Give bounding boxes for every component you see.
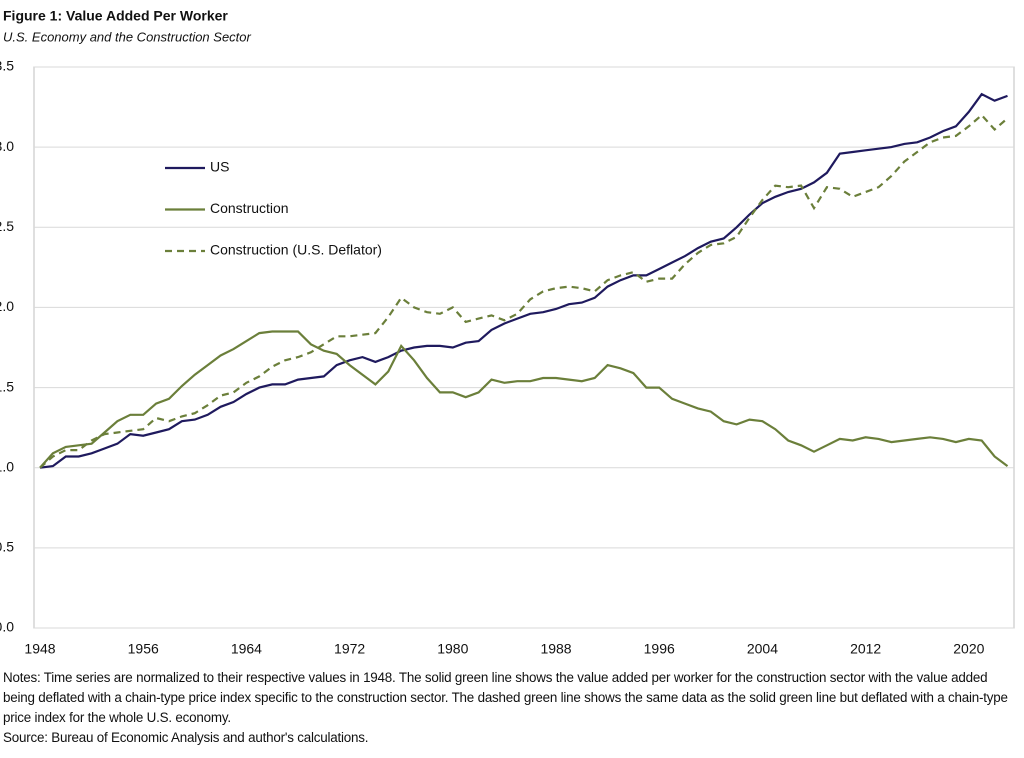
chart-subtitle: U.S. Economy and the Construction Sector [3,29,252,44]
source-text: Source: Bureau of Economic Analysis and … [3,730,369,745]
x-tick-label: 1988 [540,641,571,657]
y-tick-label: 1.5 [0,378,14,394]
x-tick-label: 1996 [644,641,675,657]
y-tick-label: 3.0 [0,138,14,154]
chart-title: Figure 1: Value Added Per Worker [3,8,228,24]
y-tick-label: 1.0 [0,458,14,474]
y-tick-label: 0.0 [0,619,14,635]
notes: Notes: Time series are normalized to the… [3,668,1019,748]
series-line [39,113,1009,469]
x-tick-label: 1956 [128,641,159,657]
x-tick-label: 1972 [334,641,365,657]
x-tick-label: 1964 [231,641,262,657]
y-tick-label: 0.5 [0,539,14,555]
chart: Figure 1: Value Added Per Worker U.S. Ec… [0,8,1015,657]
x-tick-label: 1948 [24,641,55,657]
y-tick-label: 2.0 [0,298,14,314]
series-line [39,92,1008,469]
notes-text: Notes: Time series are normalized to the… [3,670,1008,725]
legend-label: Construction [210,200,289,216]
y-tick-label: 3.5 [0,58,14,74]
y-tick-label: 2.5 [0,218,14,234]
legend-label: Construction (U.S. Deflator) [210,242,382,258]
series-line [39,330,1009,469]
x-tick-label: 2012 [850,641,881,657]
legend-label: US [210,159,229,175]
x-tick-label: 1980 [437,641,468,657]
x-tick-label: 2020 [953,641,984,657]
x-tick-label: 2004 [747,641,778,657]
